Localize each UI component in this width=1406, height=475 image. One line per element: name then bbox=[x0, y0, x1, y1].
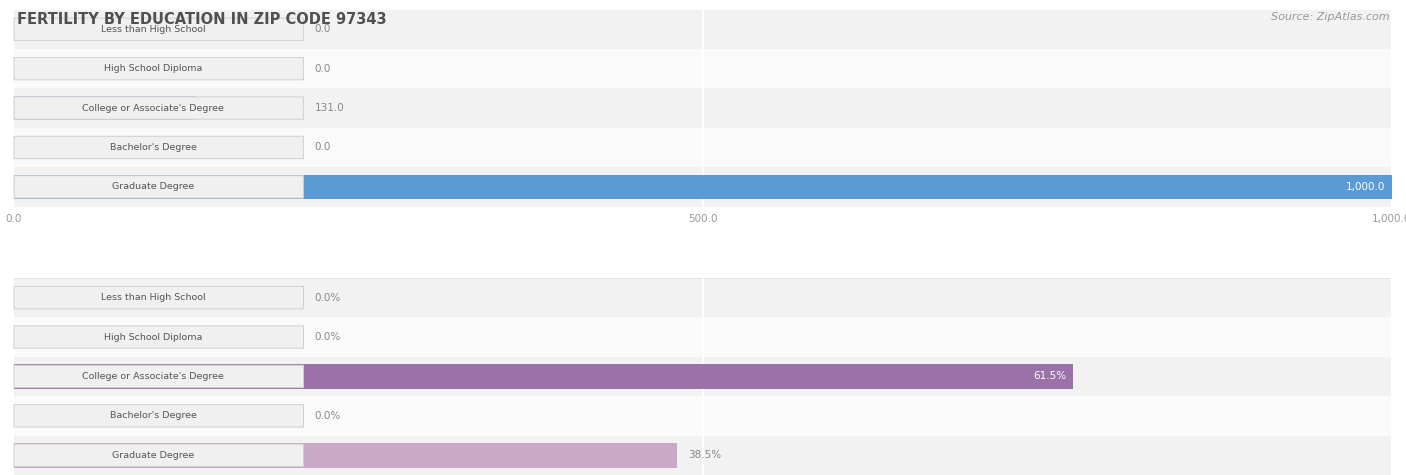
Text: 0.0%: 0.0% bbox=[315, 332, 340, 342]
Text: 0.0%: 0.0% bbox=[315, 293, 340, 303]
Text: FERTILITY BY EDUCATION IN ZIP CODE 97343: FERTILITY BY EDUCATION IN ZIP CODE 97343 bbox=[17, 12, 387, 27]
Bar bbox=[14, 88, 1392, 128]
Bar bbox=[14, 436, 1392, 475]
FancyBboxPatch shape bbox=[14, 405, 304, 427]
FancyBboxPatch shape bbox=[14, 365, 304, 388]
Bar bbox=[14, 10, 1392, 49]
FancyBboxPatch shape bbox=[14, 18, 304, 40]
Bar bbox=[14, 364, 1073, 389]
Bar bbox=[14, 96, 194, 120]
Text: 1,000.0: 1,000.0 bbox=[1346, 182, 1385, 192]
FancyBboxPatch shape bbox=[14, 97, 304, 119]
Text: College or Associate's Degree: College or Associate's Degree bbox=[82, 372, 224, 381]
Bar bbox=[14, 128, 1392, 167]
Bar bbox=[14, 396, 1392, 436]
Text: 0.0: 0.0 bbox=[315, 64, 330, 74]
Text: 131.0: 131.0 bbox=[315, 103, 344, 113]
FancyBboxPatch shape bbox=[14, 136, 304, 159]
Text: Graduate Degree: Graduate Degree bbox=[112, 182, 194, 191]
Bar bbox=[14, 49, 1392, 88]
Text: 61.5%: 61.5% bbox=[1033, 371, 1066, 381]
Text: High School Diploma: High School Diploma bbox=[104, 64, 202, 73]
Text: 0.0%: 0.0% bbox=[315, 411, 340, 421]
Bar bbox=[14, 167, 1392, 207]
FancyBboxPatch shape bbox=[14, 286, 304, 309]
Bar bbox=[14, 357, 1392, 396]
Text: Less than High School: Less than High School bbox=[101, 25, 205, 34]
Bar bbox=[14, 443, 678, 467]
FancyBboxPatch shape bbox=[14, 57, 304, 80]
Text: College or Associate's Degree: College or Associate's Degree bbox=[82, 104, 224, 113]
Text: Source: ZipAtlas.com: Source: ZipAtlas.com bbox=[1271, 12, 1389, 22]
Text: Graduate Degree: Graduate Degree bbox=[112, 451, 194, 460]
Bar bbox=[14, 317, 1392, 357]
Text: High School Diploma: High School Diploma bbox=[104, 332, 202, 342]
Text: 38.5%: 38.5% bbox=[688, 450, 721, 460]
Text: Bachelor's Degree: Bachelor's Degree bbox=[110, 143, 197, 152]
FancyBboxPatch shape bbox=[14, 176, 304, 198]
Text: 0.0: 0.0 bbox=[315, 24, 330, 34]
Text: Less than High School: Less than High School bbox=[101, 293, 205, 302]
FancyBboxPatch shape bbox=[14, 326, 304, 348]
Bar bbox=[14, 278, 1392, 317]
Text: Bachelor's Degree: Bachelor's Degree bbox=[110, 411, 197, 420]
Bar bbox=[14, 175, 1392, 199]
Text: 0.0: 0.0 bbox=[315, 142, 330, 152]
FancyBboxPatch shape bbox=[14, 444, 304, 466]
